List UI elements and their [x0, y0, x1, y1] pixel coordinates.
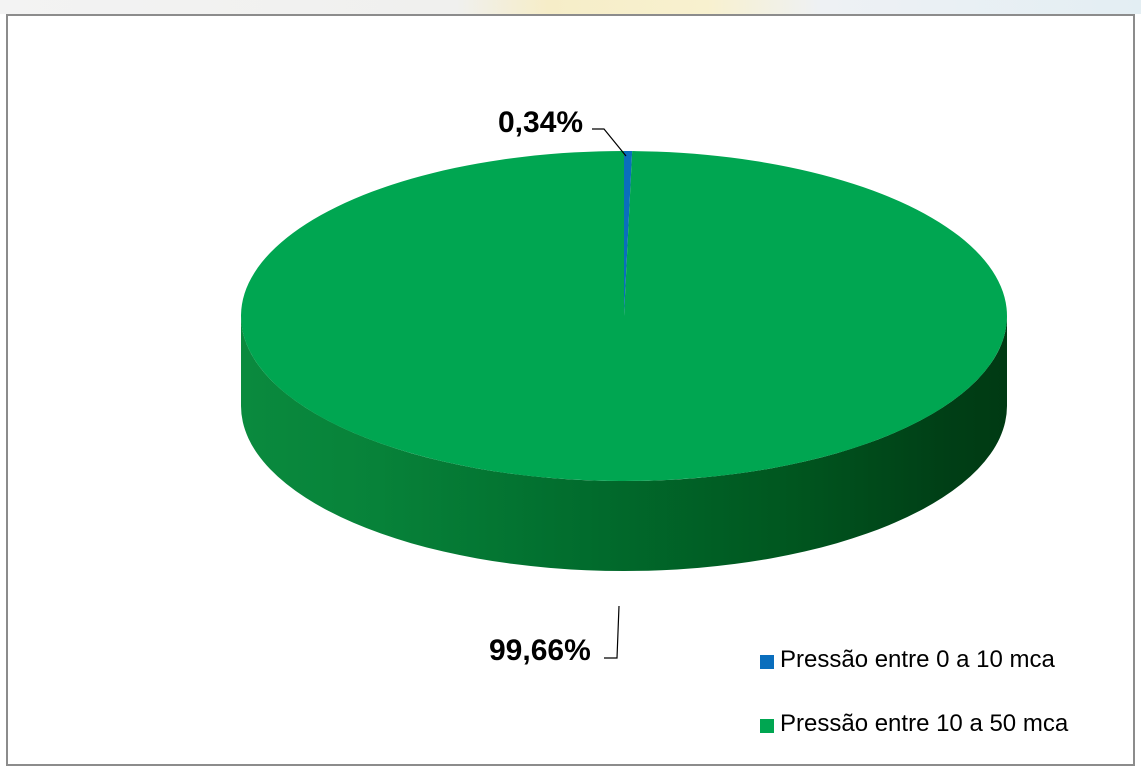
- pie-side-wall: [241, 316, 1007, 571]
- legend-label-0: Pressão entre 0 a 10 mca: [780, 646, 1055, 673]
- leader-line-slice-1: [604, 605, 620, 659]
- background-strip: [0, 0, 1141, 14]
- legend-swatch-1: [760, 719, 774, 733]
- data-label-slice-1: 99,66%: [489, 634, 591, 667]
- leader-line-slice-0: [592, 128, 627, 157]
- pie-slice-0: [624, 151, 633, 316]
- legend-label-1: Pressão entre 10 a 50 mca: [780, 710, 1069, 737]
- legend-swatch-0: [760, 655, 774, 669]
- data-label-slice-0: 0,34%: [498, 106, 584, 139]
- pie-slice-1: [241, 151, 1008, 481]
